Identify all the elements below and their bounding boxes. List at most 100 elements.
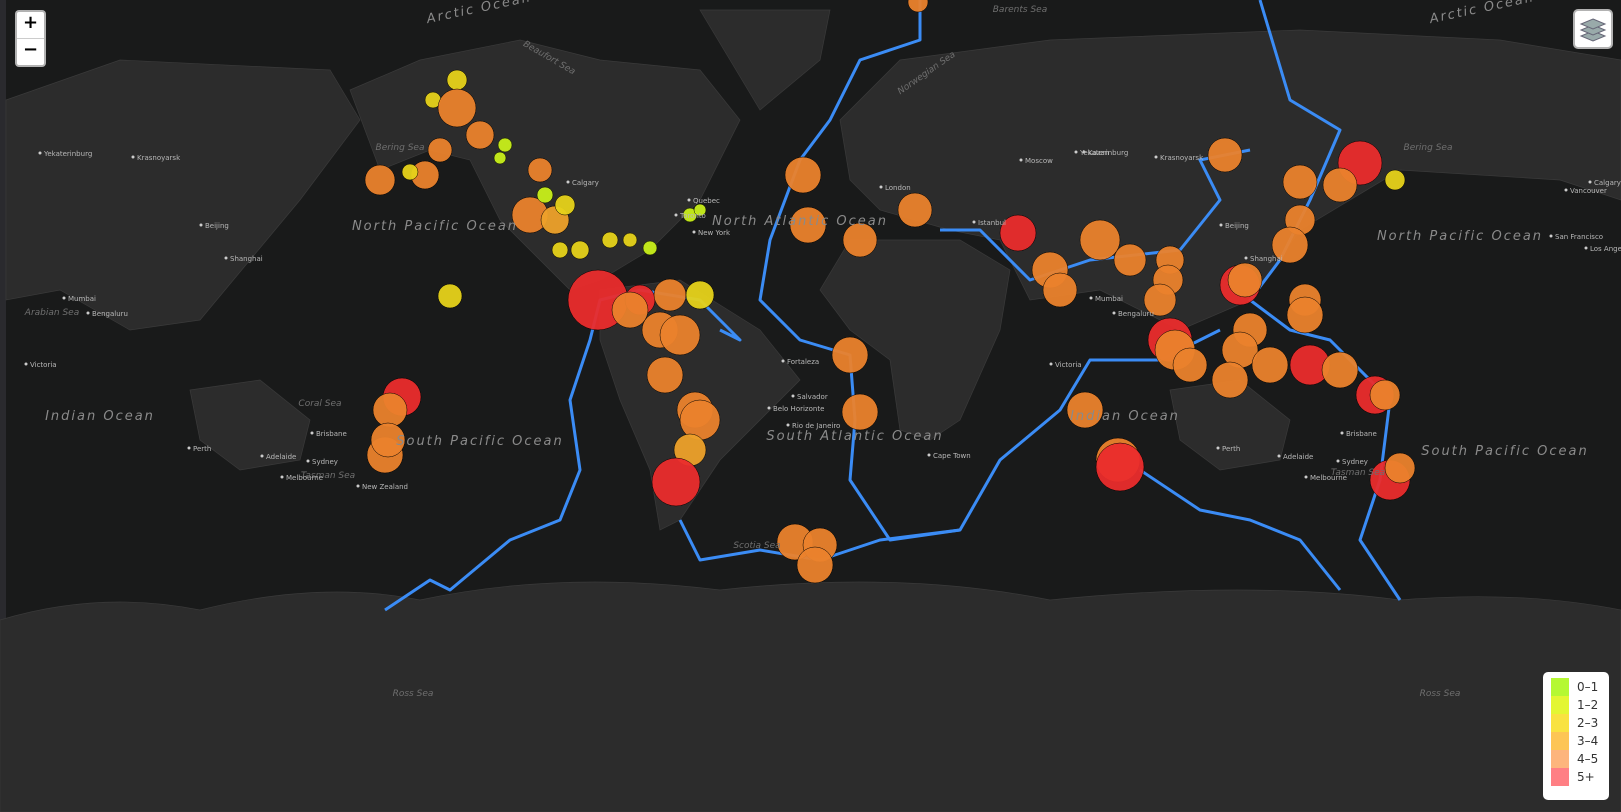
- city-label: Victoria: [30, 361, 57, 369]
- sea-label: Coral Sea: [298, 399, 341, 409]
- city-dot: [1216, 446, 1220, 450]
- earthquake-marker: [1282, 164, 1318, 200]
- city-label: Belo Horizonte: [773, 405, 824, 413]
- earthquake-marker: [679, 399, 721, 441]
- ocean-label: South Atlantic Ocean: [766, 429, 943, 444]
- legend-label: 2–3: [1577, 716, 1599, 730]
- legend-swatch: [1551, 768, 1569, 786]
- ocean-label: Indian Ocean: [45, 409, 155, 424]
- city-dot: [1340, 431, 1344, 435]
- city-dot: [566, 180, 570, 184]
- city-dot: [62, 296, 66, 300]
- legend-swatch: [1551, 732, 1569, 750]
- legend-item: 0–1: [1551, 678, 1609, 696]
- city-label: Sydney: [1342, 458, 1368, 466]
- city-label: Beijing: [205, 222, 229, 230]
- earthquake-marker: [1271, 226, 1309, 264]
- legend-label: 3–4: [1577, 734, 1599, 748]
- city-dot: [86, 311, 90, 315]
- zoom-out[interactable]: −: [17, 38, 44, 65]
- sea-label: Tasman Sea: [1331, 468, 1385, 478]
- city-dot: [1219, 223, 1223, 227]
- sea-label: Arabian Sea: [24, 308, 79, 318]
- city-dot: [1154, 155, 1158, 159]
- city-label: Istanbul: [978, 219, 1006, 227]
- earthquake-marker: [1143, 283, 1177, 317]
- sea-label: Bering Sea: [1404, 143, 1453, 153]
- ocean-label: North Atlantic Ocean: [712, 214, 888, 229]
- city-dot: [280, 475, 284, 479]
- city-dot: [767, 406, 771, 410]
- city-dot: [786, 423, 790, 427]
- earthquake-marker: [1322, 167, 1358, 203]
- city-dot: [1336, 459, 1340, 463]
- city-label: Cape Town: [933, 452, 971, 460]
- earthquake-marker: [601, 231, 619, 249]
- city-label: Melbourne: [286, 474, 323, 482]
- earthquake-marker: [372, 392, 408, 428]
- earthquake-marker: [1113, 243, 1147, 277]
- city-dot: [187, 446, 191, 450]
- city-label: Vancouver: [1570, 187, 1607, 195]
- city-dot: [1082, 150, 1086, 154]
- earthquake-marker: [789, 206, 827, 244]
- earthquake-marker: [611, 291, 649, 329]
- earthquake-marker: [1172, 347, 1208, 383]
- earthquake-marker: [651, 457, 701, 507]
- city-label: Beijing: [1225, 222, 1249, 230]
- city-dot: [1564, 188, 1568, 192]
- earthquake-marker: [622, 232, 638, 248]
- ocean-label: North Pacific Ocean: [352, 219, 518, 234]
- earthquake-marker: [437, 88, 477, 128]
- city-label: Adelaide: [266, 453, 296, 461]
- city-label: Krasnoyarsk: [1160, 154, 1204, 162]
- city-label: Quebec: [693, 197, 720, 205]
- earthquake-marker: [831, 336, 869, 374]
- earthquake-marker: [1286, 296, 1324, 334]
- earthquake-marker: [551, 241, 569, 259]
- asia-copy: [5, 59, 361, 331]
- city-label: Kazan: [1088, 149, 1109, 157]
- city-dot: [224, 256, 228, 260]
- city-dot: [24, 362, 28, 366]
- city-label: Fortaleza: [787, 358, 819, 366]
- earthquake-marker: [1042, 272, 1078, 308]
- legend-label: 0–1: [1577, 680, 1599, 694]
- city-dot: [260, 454, 264, 458]
- legend-swatch: [1551, 678, 1569, 696]
- city-dot: [1277, 454, 1281, 458]
- city-dot: [879, 185, 883, 189]
- earthquake-marker: [465, 120, 495, 150]
- city-dot: [791, 394, 795, 398]
- city-label: Sydney: [312, 458, 338, 466]
- earthquake-marker: [1251, 346, 1289, 384]
- zoom-in[interactable]: +: [22, 12, 39, 33]
- city-dot: [1019, 158, 1023, 162]
- earthquake-marker: [527, 157, 553, 183]
- city-dot: [1089, 296, 1093, 300]
- city-label: Mumbai: [1095, 295, 1123, 303]
- city-label: Calgary: [572, 179, 599, 187]
- ocean-label: South Pacific Ocean: [1421, 444, 1589, 459]
- antarctica: [0, 581, 1621, 812]
- city-dot: [781, 359, 785, 363]
- earthquake-marker: [1227, 262, 1263, 298]
- layers-control[interactable]: [1573, 9, 1613, 49]
- city-label: Perth: [1222, 445, 1240, 453]
- city-dot: [131, 155, 135, 159]
- earthquake-marker: [907, 0, 929, 13]
- legend-swatch: [1551, 696, 1569, 714]
- earthquake-marker: [1211, 361, 1249, 399]
- legend-item: 1–2: [1551, 696, 1609, 714]
- ocean-label: South Pacific Ocean: [396, 434, 564, 449]
- earthquake-marker: [897, 192, 933, 228]
- city-dot: [306, 459, 310, 463]
- city-dot: [927, 453, 931, 457]
- plate-line: [758, 0, 1221, 542]
- city-dot: [199, 223, 203, 227]
- earthquake-marker: [842, 222, 878, 258]
- australia-copy: [189, 379, 311, 471]
- city-label: Brisbane: [1346, 430, 1377, 438]
- legend-label: 4–5: [1577, 752, 1599, 766]
